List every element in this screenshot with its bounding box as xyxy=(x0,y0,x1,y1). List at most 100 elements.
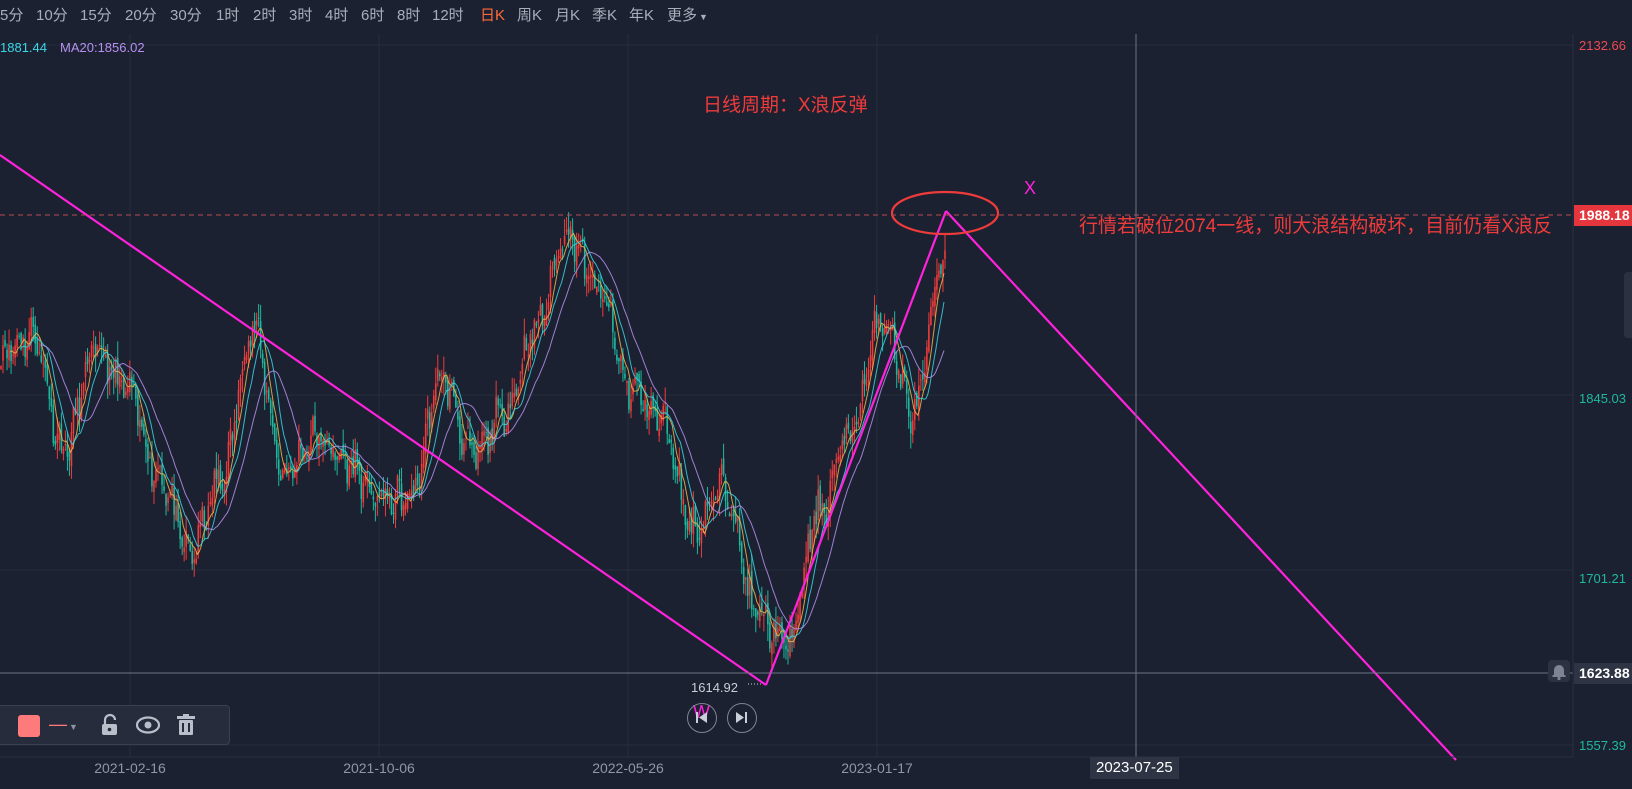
candle-body xyxy=(656,408,658,431)
period-tab[interactable]: 1时 xyxy=(216,4,239,25)
candle-body xyxy=(465,432,467,438)
line-style-icon[interactable]: — ▼ xyxy=(49,714,78,734)
warning-annotation[interactable]: 行情若破位2074一线，则大浪结构破坏，目前仍看X浪反 xyxy=(1079,216,1552,237)
candle-body xyxy=(424,423,427,454)
candle-body xyxy=(445,376,447,383)
candle-body xyxy=(175,505,177,521)
period-tab[interactable]: 4时 xyxy=(325,4,348,25)
period-tab[interactable]: 12时 xyxy=(432,4,464,25)
candle-body xyxy=(348,465,351,486)
candle-body xyxy=(503,416,505,437)
candle-body xyxy=(573,236,576,262)
candle-body xyxy=(942,260,944,277)
period-tab[interactable]: 月K xyxy=(555,4,580,25)
candle-body xyxy=(28,332,30,350)
candle-body xyxy=(551,261,554,263)
period-tab[interactable]: 季K xyxy=(592,4,617,25)
candle-body xyxy=(290,465,292,470)
trash-icon[interactable] xyxy=(173,713,199,737)
candle-body xyxy=(779,625,781,631)
candle-body xyxy=(477,445,479,469)
period-tab[interactable]: 2时 xyxy=(253,4,276,25)
period-tab[interactable]: 更多 ▼ xyxy=(667,4,708,25)
candle-body xyxy=(449,388,451,410)
candle-body xyxy=(634,377,636,384)
candle-body xyxy=(181,537,183,547)
candle-body xyxy=(0,365,2,369)
price-axis[interactable]: 2132.66 1845.03 1701.21 1557.39 xyxy=(1573,0,1632,789)
period-tab[interactable]: 30分 xyxy=(170,4,202,25)
candle-body xyxy=(328,440,330,446)
unlock-icon[interactable] xyxy=(97,713,123,737)
candle-body xyxy=(909,421,912,434)
candle-body xyxy=(624,373,626,379)
period-tab[interactable]: 年K xyxy=(629,4,654,25)
candle-body xyxy=(521,363,524,375)
candle-body xyxy=(787,649,789,652)
candle-body xyxy=(330,447,332,454)
candle-body xyxy=(831,470,834,479)
candle-body xyxy=(505,428,508,432)
candle-body xyxy=(899,374,902,388)
candle-body xyxy=(519,379,522,384)
eye-icon[interactable] xyxy=(135,713,161,737)
skip-back-icon xyxy=(696,712,707,723)
candle-body xyxy=(135,385,137,399)
candle-body xyxy=(436,368,439,381)
period-tab[interactable]: 10分 xyxy=(36,4,68,25)
period-tab[interactable]: 20分 xyxy=(125,4,157,25)
candle-body xyxy=(789,625,791,657)
candle-body xyxy=(292,471,294,479)
period-tab[interactable]: 6时 xyxy=(361,4,384,25)
price-alert-button[interactable] xyxy=(1548,660,1570,682)
current-price-tag: 1988.18 xyxy=(1574,205,1632,226)
title-annotation[interactable]: 日线周期：X浪反弹 xyxy=(703,95,868,116)
period-tab[interactable]: 8时 xyxy=(397,4,420,25)
period-tab[interactable]: 3时 xyxy=(289,4,312,25)
candle-body xyxy=(750,571,753,610)
candle-body xyxy=(565,230,568,232)
color-swatch-icon[interactable] xyxy=(18,715,40,737)
projected-down-line xyxy=(945,210,1457,761)
jump-first-button[interactable] xyxy=(687,703,717,733)
period-tab[interactable]: 日K xyxy=(480,4,505,25)
wave-up-line xyxy=(764,210,948,686)
candle-body xyxy=(201,507,204,522)
candle-body xyxy=(251,326,254,346)
candle-body xyxy=(815,511,817,525)
candle-body xyxy=(459,416,461,444)
candle-body xyxy=(173,487,175,515)
candle-body xyxy=(400,483,403,511)
candle-body xyxy=(734,513,737,522)
candle-body xyxy=(440,376,443,380)
bell-icon xyxy=(1552,665,1566,681)
candle-body xyxy=(644,400,646,411)
candle-body xyxy=(589,274,592,278)
period-tab[interactable]: 周K xyxy=(517,4,542,25)
candle-body xyxy=(247,341,250,354)
candle-body xyxy=(163,486,165,491)
period-tab[interactable]: 15分 xyxy=(80,4,112,25)
candle-body xyxy=(545,314,548,326)
candle-body xyxy=(845,424,848,439)
candle-body xyxy=(575,245,578,266)
jump-latest-button[interactable] xyxy=(727,703,757,733)
moving-average-lines xyxy=(9,232,945,643)
candle-body xyxy=(26,347,28,360)
candle-body xyxy=(485,432,487,434)
candle-body xyxy=(434,383,437,401)
candle-body xyxy=(147,444,149,462)
candle-body xyxy=(338,455,340,460)
ma10-line xyxy=(19,239,945,640)
candle-body xyxy=(388,493,391,499)
side-panel-handle[interactable] xyxy=(1624,272,1632,338)
candle-body xyxy=(493,422,495,443)
candle-body xyxy=(535,323,538,326)
candle-body xyxy=(122,377,125,398)
candle-body xyxy=(825,514,828,522)
skip-forward-icon xyxy=(736,712,747,723)
candle-body xyxy=(561,249,564,251)
period-tab[interactable]: 5分 xyxy=(0,4,23,25)
wave-x-label[interactable]: X xyxy=(1024,178,1037,198)
